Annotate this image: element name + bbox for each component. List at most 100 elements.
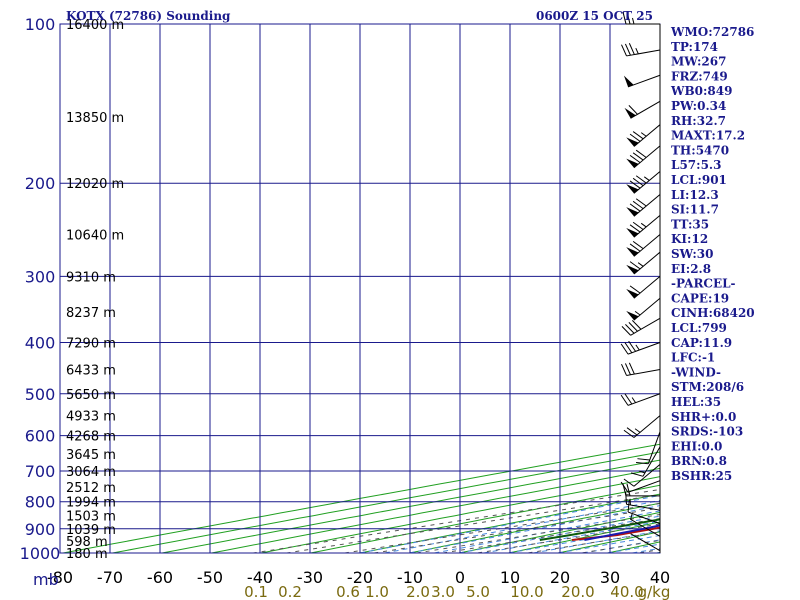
wind-barb — [636, 431, 661, 465]
wind-barb-flag — [628, 43, 635, 55]
pressure-tick-label: 500 — [25, 385, 56, 404]
wind-barb-flag — [620, 394, 629, 406]
wind-barb-flag — [629, 154, 641, 164]
index-value: SHR+:0.0 — [671, 410, 736, 424]
indices-panel: WMO:72786TP:174MW:267FRZ:749WB0:849PW:0.… — [670, 25, 755, 483]
dry-adiabat-line — [258, 476, 660, 553]
temperature-tick-label: 0 — [455, 568, 465, 587]
temperature-tick-label: -20 — [347, 568, 373, 587]
wind-barb — [626, 276, 661, 299]
wind-barb — [620, 480, 661, 493]
wind-barb-pennant — [626, 207, 639, 217]
wind-barb — [630, 513, 661, 537]
index-value: WMO:72786 — [670, 25, 754, 39]
wind-barb-shaft — [626, 503, 661, 511]
wind-barb-pennant — [626, 264, 639, 275]
temperature-tick-label: 20 — [550, 568, 570, 587]
wind-barb-flag — [632, 152, 644, 161]
temperature-tick-label: -60 — [147, 568, 173, 587]
wind-barb-pennant — [626, 158, 639, 168]
height-label: 180 m — [66, 547, 108, 562]
index-value: HEL:35 — [671, 395, 721, 409]
index-value: EHI:0.0 — [671, 439, 722, 453]
wind-barb — [623, 415, 661, 438]
wind-barb-flag — [632, 200, 644, 210]
dry-adiabat-line — [506, 521, 660, 553]
index-value: PW:0.34 — [671, 99, 726, 113]
wind-barb-flag — [626, 11, 631, 25]
wind-barb — [626, 214, 661, 238]
wind-barb-half-flag — [634, 310, 641, 316]
index-value: LFC:-1 — [671, 351, 715, 365]
mixing-ratio-label: 0.6 — [336, 583, 360, 600]
wind-barb — [626, 145, 661, 169]
height-label: 1039 m — [66, 523, 116, 538]
wind-barb-flag — [625, 324, 635, 334]
dry-adiabat-line — [307, 484, 660, 553]
moist-adiabat-line — [533, 530, 660, 553]
height-label: 2512 m — [66, 481, 116, 496]
wind-barb-flag — [632, 131, 644, 140]
wind-barb-flag — [623, 478, 635, 487]
wind-barb-shaft — [630, 518, 661, 537]
wind-barb — [626, 251, 661, 275]
wind-barb-half-flag — [640, 222, 647, 228]
dry-adiabat-line — [456, 511, 660, 553]
mixing-ratio-labels: 0.1 0.2 0.6 1.0 2.0 3.0 5.0 10.0 20.0 40.0g/kg — [244, 583, 670, 600]
height-label: 4268 m — [66, 430, 116, 445]
mixing-ratio-line — [249, 488, 660, 553]
wind-barb-flag — [637, 458, 650, 461]
wind-barb-pennant — [626, 137, 639, 147]
index-value: TT:35 — [671, 217, 709, 231]
wind-barb-flag — [623, 429, 635, 438]
wind-barb-half-flag — [630, 513, 633, 520]
index-value: TP:174 — [671, 40, 718, 54]
wind-barb — [621, 362, 661, 376]
wind-barb-shaft — [630, 317, 661, 336]
wind-barb — [627, 499, 661, 525]
wind-barb-flag — [629, 224, 641, 233]
wind-barb-shaft — [627, 342, 661, 355]
wind-barb-flag — [629, 261, 641, 270]
wind-barb-flag — [624, 363, 631, 375]
index-value: CINH:68420 — [671, 306, 755, 320]
mixing-ratio-line — [474, 523, 660, 553]
wind-barb-flag — [629, 180, 641, 189]
wind-barb-shaft — [633, 464, 661, 487]
mixing-ratio-line — [413, 514, 660, 553]
height-label: 5650 m — [66, 388, 116, 403]
wind-barb-shaft — [633, 124, 661, 147]
wind-barb-flag — [626, 427, 638, 436]
wind-barb-flag — [630, 472, 644, 477]
index-value: RH:32.7 — [671, 114, 726, 128]
wind-barb — [626, 297, 661, 321]
wind-barb-shaft — [633, 234, 661, 257]
wind-barb-flag — [621, 326, 631, 336]
wind-barb-half-flag — [635, 48, 639, 55]
pressure-tick-labels: 100 200 300 400 500 600 700 800 900 1000 — [20, 15, 61, 563]
chart-title: KOTX (72786) Sounding — [66, 9, 231, 23]
wind-barb-shaft — [642, 446, 661, 477]
wind-barb-flag — [626, 483, 631, 497]
wind-barb-half-flag — [638, 470, 646, 474]
index-value: EI:2.8 — [671, 262, 711, 276]
wind-barb-shaft — [630, 100, 661, 119]
wind-barb-flag — [629, 285, 641, 294]
index-value: LCL:901 — [671, 173, 727, 187]
temperature-tick-label: -80 — [47, 568, 73, 587]
temperature-tick-label: 30 — [600, 568, 620, 587]
wind-barb-flag — [635, 175, 647, 184]
index-value: -WIND- — [671, 365, 721, 379]
index-value: BSHR:25 — [671, 469, 732, 483]
wind-barb-shaft — [627, 511, 661, 525]
wind-barb-half-flag — [640, 132, 647, 137]
wind-barb-pennant — [626, 247, 639, 257]
temperature-tick-label: 10 — [500, 568, 520, 587]
sounding-datetime: 0600Z 15 OCT 25 — [536, 9, 653, 23]
mixing-ratio-label: g/kg — [638, 583, 671, 600]
height-label: 6433 m — [66, 364, 116, 379]
temperature-tick-label: -40 — [247, 568, 273, 587]
height-label: 9310 m — [66, 270, 116, 285]
wind-barb-pennant — [626, 310, 639, 321]
